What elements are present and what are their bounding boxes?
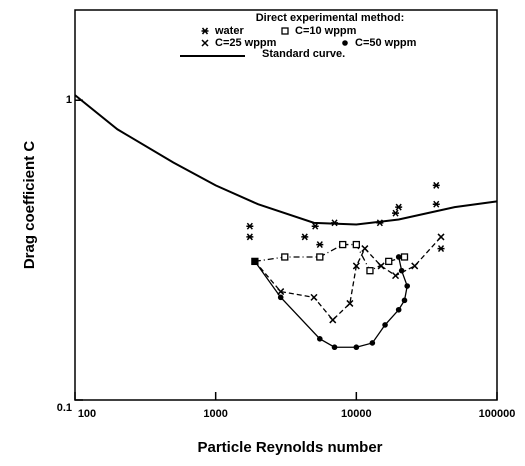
point: [395, 306, 402, 313]
point: [281, 253, 289, 261]
point: [369, 340, 376, 346]
point: [317, 336, 323, 342]
point: [398, 267, 405, 274]
point: [395, 203, 403, 211]
point: [437, 245, 445, 253]
point: [277, 294, 284, 301]
point: [361, 245, 369, 253]
point: [366, 267, 374, 275]
point: [432, 200, 440, 208]
point: [339, 240, 347, 249]
point: [377, 262, 385, 270]
series-line: [254, 256, 408, 348]
legend-label: water: [214, 25, 244, 37]
point: [311, 222, 319, 230]
point: [353, 344, 360, 351]
point: [437, 233, 445, 241]
point: [352, 262, 360, 270]
point: [404, 283, 411, 289]
point: [382, 322, 388, 328]
point: [246, 233, 254, 241]
legend-symbol: [201, 39, 209, 47]
point: [411, 262, 419, 270]
legend-label: C=25 wppm: [215, 37, 277, 49]
point: [352, 240, 360, 249]
point: [252, 258, 258, 265]
legend-symbol: [201, 27, 209, 35]
point: [331, 344, 338, 351]
series-line: [74, 94, 498, 226]
legend-label: C=10 wppm: [295, 25, 357, 37]
legend-label: C=50 wppm: [355, 37, 417, 49]
legend-label: Standard curve.: [262, 48, 345, 60]
point: [346, 299, 354, 307]
y-tick-label: 1: [66, 94, 72, 106]
x-axis-label: Particle Reynolds number: [197, 439, 382, 456]
point: [301, 233, 309, 241]
x-tick-label: 100000: [479, 408, 516, 420]
x-tick-label: 100: [78, 408, 96, 420]
point: [316, 253, 324, 261]
x-tick-label: 1000: [203, 408, 227, 420]
point: [400, 253, 409, 261]
point: [395, 254, 402, 260]
legend-symbol: [342, 40, 348, 46]
point: [385, 257, 393, 266]
point: [310, 293, 318, 301]
y-axis-label: Drag coefficient C: [21, 141, 38, 270]
point: [246, 222, 254, 230]
legend-symbol: [281, 27, 289, 35]
x-tick-label: 10000: [341, 408, 372, 420]
y-tick-label: 0.1: [57, 402, 72, 414]
point: [329, 316, 337, 324]
point: [316, 241, 324, 249]
point: [392, 209, 400, 217]
series-line: [254, 236, 442, 321]
point: [392, 272, 400, 280]
legend-title: Direct experimental method:: [256, 12, 405, 24]
point: [432, 181, 440, 189]
plot-frame: [74, 9, 498, 401]
point: [401, 297, 408, 304]
